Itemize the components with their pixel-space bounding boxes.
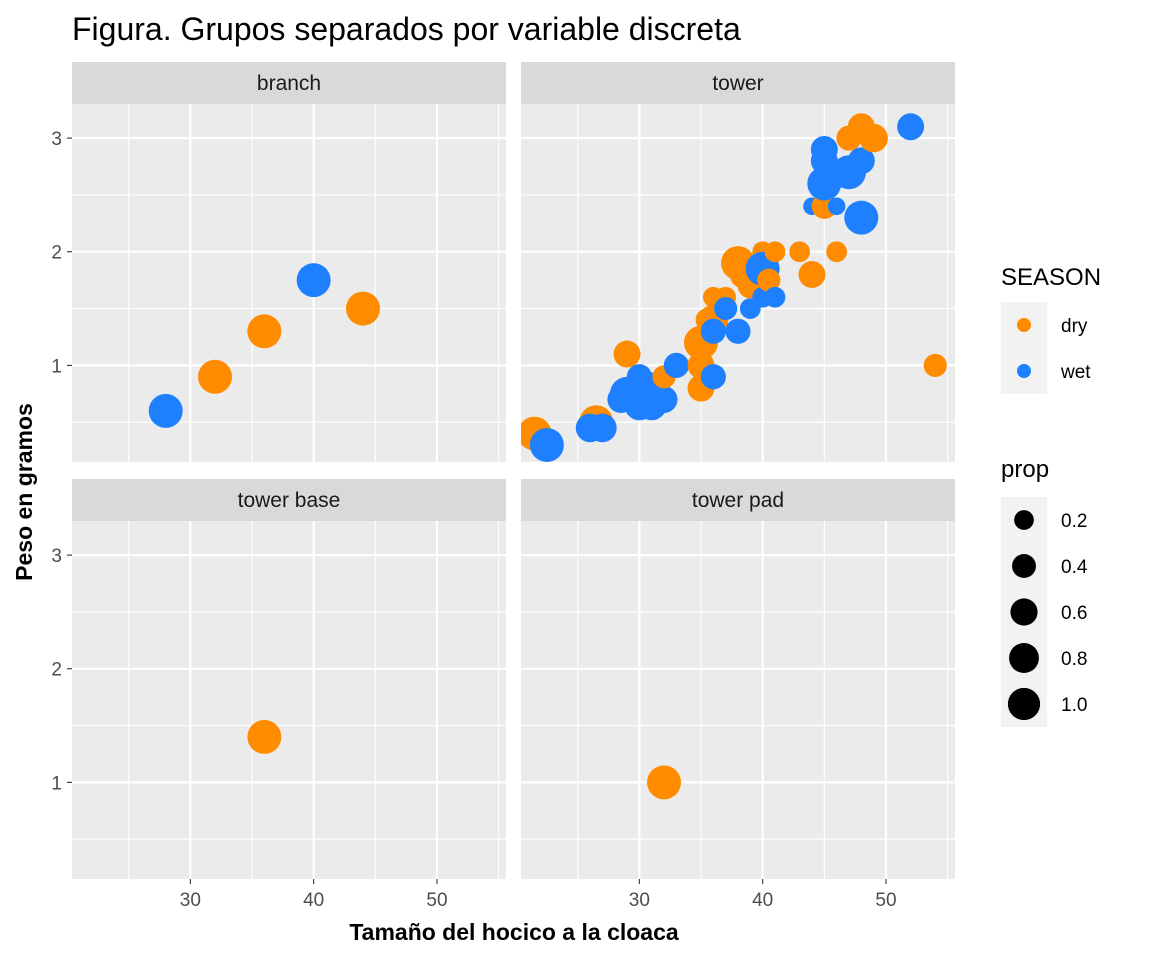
points-layer	[647, 765, 682, 800]
legend-label: wet	[1060, 362, 1091, 383]
data-point-wet	[588, 413, 617, 443]
data-point-wet	[847, 147, 875, 175]
data-point-dry	[923, 353, 947, 377]
data-point-wet	[827, 197, 846, 216]
data-point-wet	[663, 352, 689, 378]
panel-background	[521, 521, 955, 879]
y-tick-label: 2	[51, 660, 62, 681]
facet-strip	[72, 62, 506, 104]
y-tick-label: 2	[51, 243, 62, 264]
x-tick-label: 30	[180, 890, 201, 911]
data-point-dry	[247, 719, 282, 754]
legend-label: 0.4	[1061, 557, 1088, 578]
facet-panel: tower	[521, 62, 955, 462]
data-point-dry	[764, 241, 786, 263]
y-tick-label: 3	[51, 129, 62, 150]
panel-background	[72, 104, 506, 462]
data-point-dry	[859, 123, 888, 153]
x-tick-label: 30	[629, 890, 650, 911]
x-axis-title: Tamaño del hocico a la cloaca	[349, 919, 679, 945]
legend-size-swatch	[1009, 643, 1039, 673]
legend-size-swatch	[1014, 510, 1034, 530]
points-layer	[148, 263, 380, 428]
y-tick-label: 1	[51, 356, 62, 377]
facet-strip	[521, 479, 955, 521]
prop-legend: prop 0.2 0.4 0.6 0.8 1.0	[1001, 456, 1088, 727]
legend-label: 1.0	[1061, 695, 1087, 716]
data-point-dry	[613, 340, 641, 368]
data-point-dry	[247, 314, 282, 349]
points-layer	[247, 719, 282, 754]
legend-size-swatch	[1007, 687, 1041, 721]
legend-swatch-dry	[1017, 318, 1031, 332]
data-point-dry	[798, 260, 826, 288]
x-tick-label: 50	[426, 890, 447, 911]
legend-label: dry	[1061, 316, 1088, 337]
data-point-dry	[647, 765, 682, 800]
legend-title: SEASON	[1001, 264, 1101, 291]
season-legend: SEASON dry wet	[1001, 264, 1101, 394]
facet-strip-label: branch	[257, 72, 321, 95]
facet-panel: tower base 1 2 3 30 40 50	[51, 479, 506, 911]
data-point-wet	[764, 286, 786, 308]
legend-label: 0.8	[1061, 649, 1087, 670]
legend-size-swatch	[1010, 598, 1038, 626]
legend-size-swatch	[1012, 554, 1036, 578]
points-layer	[521, 113, 947, 462]
x-tick-label: 50	[875, 890, 896, 911]
facet-strip	[72, 479, 506, 521]
data-point-dry	[826, 241, 848, 263]
legend-title: prop	[1001, 456, 1049, 483]
legend-label: 0.6	[1061, 603, 1087, 624]
x-tick-label: 40	[303, 890, 324, 911]
data-point-wet	[148, 393, 183, 428]
facet-strip-label: tower	[712, 72, 763, 95]
data-point-wet	[296, 263, 331, 298]
facet-panel: branch 1 2 3	[51, 62, 506, 462]
data-point-dry	[757, 268, 781, 292]
data-point-wet	[650, 386, 678, 413]
panel-background	[72, 521, 506, 879]
data-point-wet	[897, 113, 925, 141]
legends: SEASON dry wet prop 0.2 0.4 0.6 0.8 1.0	[1001, 264, 1101, 727]
y-tick-label: 3	[51, 546, 62, 567]
data-point-dry	[345, 291, 380, 326]
chart-title: Figura. Grupos separados por variable di…	[72, 11, 741, 47]
facet-strip	[521, 62, 955, 104]
y-tick-label: 1	[51, 773, 62, 794]
facet-panel: tower pad 30 40 50	[521, 479, 955, 911]
data-point-wet	[700, 318, 726, 344]
facet-strip-label: tower pad	[692, 489, 784, 512]
data-point-wet	[844, 200, 879, 235]
data-point-dry	[198, 359, 233, 394]
legend-label: 0.2	[1061, 511, 1087, 532]
x-tick-label: 40	[752, 890, 773, 911]
data-point-wet	[700, 364, 726, 390]
data-point-wet	[714, 296, 738, 321]
y-axis-title: Peso en gramos	[11, 403, 37, 581]
data-point-wet	[529, 427, 564, 462]
facet-strip-label: tower base	[238, 489, 341, 512]
legend-swatch-wet	[1017, 364, 1031, 378]
data-point-wet	[810, 135, 838, 163]
data-point-dry	[789, 241, 811, 263]
data-point-wet	[725, 318, 751, 344]
